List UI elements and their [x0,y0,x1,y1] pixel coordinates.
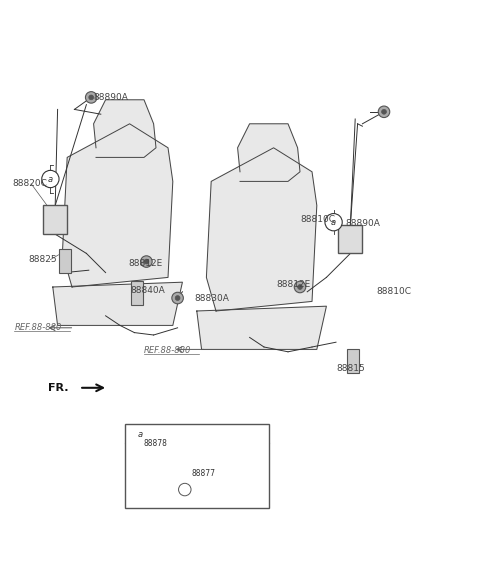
Text: 88810C: 88810C [300,215,335,224]
Polygon shape [94,100,156,157]
Circle shape [325,214,342,231]
Text: 88812E: 88812E [276,280,310,289]
Circle shape [149,474,154,479]
Text: 88810C: 88810C [377,288,412,296]
Text: a: a [138,430,143,439]
Bar [59,249,71,273]
Circle shape [172,292,183,304]
Circle shape [378,106,390,118]
Polygon shape [197,306,326,350]
Circle shape [179,483,191,496]
Circle shape [89,95,94,100]
Circle shape [132,426,149,443]
Text: REF.88-880: REF.88-880 [14,323,62,332]
Polygon shape [53,282,182,325]
Polygon shape [238,124,300,181]
Text: a: a [331,218,336,227]
Circle shape [294,281,306,293]
Text: 88890A: 88890A [346,219,381,228]
Bar [43,205,67,234]
Polygon shape [206,148,317,311]
Bar [347,350,359,374]
Bar [131,281,143,305]
Text: 88877: 88877 [192,469,216,478]
Circle shape [144,259,149,264]
Circle shape [382,110,386,114]
Text: 88890A: 88890A [94,93,129,102]
Bar [338,224,362,253]
Polygon shape [62,124,173,287]
Text: 88840A: 88840A [131,286,165,295]
Circle shape [298,285,302,289]
Text: a: a [48,174,53,184]
Text: 88878: 88878 [144,439,168,448]
Text: 88812E: 88812E [129,259,163,269]
Circle shape [141,256,152,267]
Circle shape [145,471,157,482]
Text: 88830A: 88830A [194,293,229,302]
Circle shape [85,92,97,103]
Text: 88815: 88815 [336,364,365,373]
Bar [125,424,269,508]
Text: REF.88-880: REF.88-880 [144,346,192,355]
Circle shape [175,296,180,300]
Circle shape [42,170,59,188]
Text: 88820C: 88820C [12,179,47,188]
Text: FR.: FR. [48,383,69,393]
Text: 88825: 88825 [29,255,58,264]
